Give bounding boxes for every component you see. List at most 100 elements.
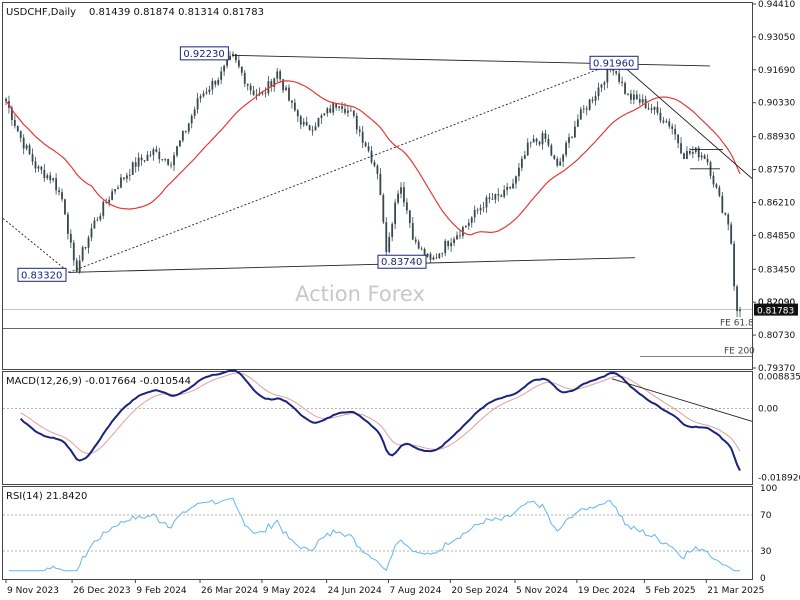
candle-body — [5, 98, 7, 102]
candle-body — [349, 110, 352, 112]
high-label-92230: 0.92230 — [183, 49, 224, 60]
candle-body — [733, 243, 736, 287]
candle-body — [497, 194, 500, 196]
candle-body — [485, 197, 488, 208]
price-labels: 0.92230 0.91960 0.83320 0.83740 FE 61.8 FE 20… — [17, 46, 798, 356]
candle-body — [170, 164, 172, 166]
candle-body — [444, 240, 447, 254]
candle-body — [220, 71, 223, 80]
candle-body — [739, 309, 741, 312]
candle-body — [320, 115, 323, 118]
candle-body — [541, 133, 544, 145]
candle-body — [373, 162, 376, 166]
candle-body — [276, 71, 279, 79]
candle-body — [302, 121, 305, 125]
candle-body — [724, 212, 727, 215]
candle-body — [173, 155, 175, 166]
candle-body — [376, 165, 379, 174]
date-tick-label: 19 Dec 2024 — [578, 586, 636, 596]
candle-body — [208, 89, 211, 93]
candle-body — [671, 126, 674, 129]
candle-body — [282, 79, 284, 91]
date-tick-label: 5 Feb 2025 — [645, 586, 695, 596]
macd-title: MACD(12,26,9) -0.017664 -0.010544 — [6, 376, 191, 387]
candle-body — [403, 187, 405, 203]
falling-trendline — [619, 62, 753, 179]
candle-body — [52, 178, 55, 181]
candle-body — [72, 242, 75, 261]
candle-body — [229, 55, 231, 60]
candle-body — [364, 142, 367, 147]
candle-body — [102, 201, 105, 216]
price-tick-label: 0.87570 — [758, 166, 795, 176]
rsi-line — [8, 497, 740, 572]
rsi-tick-label: 0 — [760, 574, 766, 584]
candle-body — [273, 78, 276, 87]
candle-body — [630, 93, 632, 100]
candle-body — [146, 154, 149, 161]
candle-body — [108, 199, 111, 203]
candle-body — [438, 253, 441, 259]
candle-body — [411, 223, 414, 240]
candle-body — [621, 81, 623, 83]
candle-body — [447, 240, 450, 247]
candle-body — [453, 239, 455, 244]
candle-body — [618, 73, 621, 82]
candle-body — [111, 191, 114, 200]
candle-body — [414, 239, 417, 242]
candle-body — [597, 87, 600, 97]
candle-body — [87, 237, 90, 248]
candle-body — [718, 187, 721, 196]
candle-body — [691, 151, 694, 154]
candle-body — [28, 145, 31, 155]
candle-body — [650, 108, 653, 110]
candle-body — [367, 146, 370, 151]
candle-body — [538, 141, 541, 145]
candle-body — [467, 222, 470, 226]
price-axis: 0.94410 0.93050 0.91690 0.90330 0.88930 0.875… — [752, 0, 800, 584]
candle-body — [323, 113, 326, 116]
candle-body — [176, 146, 178, 156]
candle-body — [547, 138, 550, 146]
candle-body — [482, 207, 485, 209]
candle-body — [512, 183, 514, 189]
candle-body — [181, 131, 184, 141]
candle-body — [255, 94, 258, 96]
candle-body — [140, 157, 143, 161]
candle-body — [476, 209, 479, 211]
price-tick-label: 0.79370 — [758, 364, 795, 374]
candle-body — [143, 160, 146, 161]
candle-body — [246, 83, 249, 86]
candle-body — [184, 131, 187, 132]
candle-body — [13, 119, 16, 126]
candle-body — [40, 166, 43, 170]
candle-body — [69, 233, 72, 243]
candle-body — [329, 108, 332, 113]
candle-body — [155, 149, 158, 152]
rsi-tick-label: 100 — [760, 484, 777, 494]
candle-body — [382, 195, 385, 223]
candle-body — [405, 202, 408, 211]
candle-body — [627, 93, 629, 95]
candle-body — [635, 94, 638, 100]
candle-body — [344, 108, 346, 113]
candle-body — [326, 108, 329, 114]
candle-body — [603, 82, 606, 85]
candle-body — [506, 186, 509, 190]
grid-line-label: 0.82090 — [758, 298, 795, 308]
candle-body — [161, 159, 164, 160]
candle-body — [31, 154, 34, 162]
candle-body — [556, 158, 559, 166]
candle-body — [211, 80, 214, 90]
candle-body — [49, 175, 52, 181]
candle-body — [152, 149, 155, 156]
candle-body — [585, 108, 588, 110]
candle-body — [314, 126, 317, 131]
candle-body — [46, 175, 49, 179]
candle-body — [674, 128, 677, 135]
candle-body — [291, 100, 293, 103]
low-label-83740-box — [377, 254, 427, 269]
macd-tick-label: 0.00 — [758, 405, 778, 415]
candle-body — [299, 116, 302, 125]
candle-body — [479, 207, 482, 211]
